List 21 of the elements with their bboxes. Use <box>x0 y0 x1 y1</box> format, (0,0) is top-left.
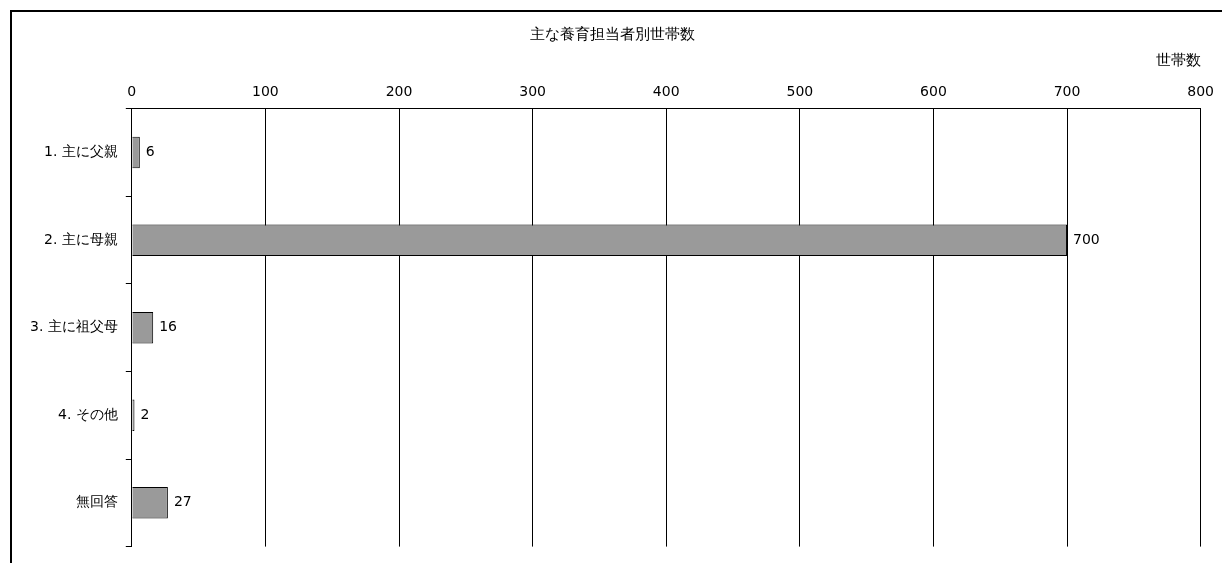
x-tick-label: 300 <box>519 83 546 100</box>
x-axis-title: 世帯数 <box>1155 50 1201 69</box>
data-label: 16 <box>159 318 178 335</box>
chart-title: 主な養育担当者別世帯数 <box>529 24 695 43</box>
data-label: 27 <box>173 493 192 510</box>
x-tick-label: 700 <box>1053 83 1081 100</box>
x-tick-label: 200 <box>385 83 413 100</box>
y-tick-label: 1. 主に父親 <box>44 143 118 160</box>
x-tick-label: 0 <box>127 83 137 100</box>
y-tick-label: 2. 主に母親 <box>44 230 118 247</box>
x-tick-label: 500 <box>786 83 814 100</box>
data-label: 2 <box>140 405 150 422</box>
x-tick-label: 100 <box>252 83 279 100</box>
y-tick-label: 無回答 <box>75 493 118 510</box>
x-tick-label: 800 <box>1187 83 1215 100</box>
x-tick-label: 600 <box>920 83 947 100</box>
x-tick-label: 400 <box>652 83 680 100</box>
y-tick-label: 4. その他 <box>58 405 118 422</box>
data-label: 700 <box>1073 230 1100 247</box>
data-label: 6 <box>145 143 155 160</box>
y-tick-label: 3. 主に祖父母 <box>30 318 118 335</box>
